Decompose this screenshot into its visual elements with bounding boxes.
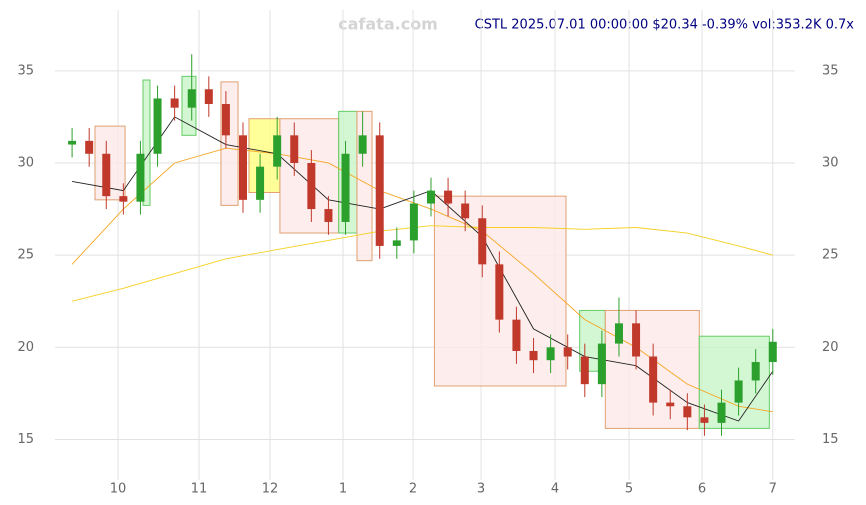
y-tick-label-right: 30 xyxy=(822,155,839,170)
candle-body xyxy=(768,341,777,363)
candle-body xyxy=(324,209,333,222)
candle-body xyxy=(153,98,162,154)
candle-body xyxy=(563,347,572,357)
zone xyxy=(698,335,770,429)
candle-body xyxy=(221,104,230,136)
candle-body xyxy=(375,135,384,246)
y-tick-label: 15 xyxy=(17,432,34,447)
candle-body xyxy=(546,347,555,361)
x-tick-label: 12 xyxy=(262,482,279,497)
candle-body xyxy=(529,350,538,361)
candle-body xyxy=(666,402,675,407)
candle-body xyxy=(734,380,743,403)
candle-body xyxy=(444,190,453,204)
candle-body xyxy=(597,343,606,385)
x-tick-label: 6 xyxy=(698,482,706,497)
y-tick-label-right: 15 xyxy=(822,432,839,447)
candle-body xyxy=(580,356,589,385)
candle-body xyxy=(478,218,487,265)
x-tick-label: 5 xyxy=(625,482,633,497)
y-tick-label-right: 35 xyxy=(822,63,839,78)
candle-body xyxy=(461,203,470,219)
candle-body xyxy=(700,417,709,423)
x-tick-label: 3 xyxy=(477,482,485,497)
y-tick-label: 30 xyxy=(17,155,34,170)
candle-body xyxy=(170,98,179,108)
candle-body xyxy=(238,135,247,200)
zone xyxy=(142,79,151,206)
x-tick-label: 10 xyxy=(110,482,127,497)
y-tick-label-right: 25 xyxy=(822,248,839,263)
candle-body xyxy=(426,190,435,204)
candle-body xyxy=(632,323,641,357)
watermark: cafata.com xyxy=(338,15,438,34)
candle-body xyxy=(85,140,94,154)
candle-body xyxy=(358,135,367,154)
zone xyxy=(356,110,373,262)
y-tick-label-right: 20 xyxy=(822,340,839,355)
x-tick-label: 7 xyxy=(769,482,777,497)
y-tick-label: 35 xyxy=(17,63,34,78)
y-tick-label: 25 xyxy=(17,248,34,263)
moving-average xyxy=(71,225,773,302)
candle-body xyxy=(290,135,299,163)
candle-body xyxy=(409,203,418,241)
x-tick-label: 4 xyxy=(551,482,559,497)
candle-body xyxy=(102,153,111,197)
candle-body xyxy=(187,89,196,108)
candle-body xyxy=(119,196,128,202)
x-tick-label: 2 xyxy=(409,482,417,497)
candle-body xyxy=(136,153,145,202)
candle-body xyxy=(512,319,521,351)
candle-body xyxy=(273,135,282,167)
x-tick-label: 11 xyxy=(191,482,208,497)
candle-body xyxy=(68,140,77,145)
candle-body xyxy=(717,402,726,423)
candle-body xyxy=(751,362,760,381)
y-tick-label: 20 xyxy=(17,340,34,355)
candle-body xyxy=(649,356,658,403)
candle-body xyxy=(256,166,265,200)
chart-title: CSTL 2025.07.01 00:00:00 $20.34 -0.39% v… xyxy=(475,18,855,33)
candle-body xyxy=(204,89,213,104)
x-tick-label: 1 xyxy=(339,482,347,497)
candle-body xyxy=(341,153,350,222)
candle-body xyxy=(683,406,692,418)
candle-body xyxy=(392,240,401,246)
candle-body xyxy=(307,162,316,210)
candle-body xyxy=(614,323,623,344)
candle-body xyxy=(495,264,504,320)
